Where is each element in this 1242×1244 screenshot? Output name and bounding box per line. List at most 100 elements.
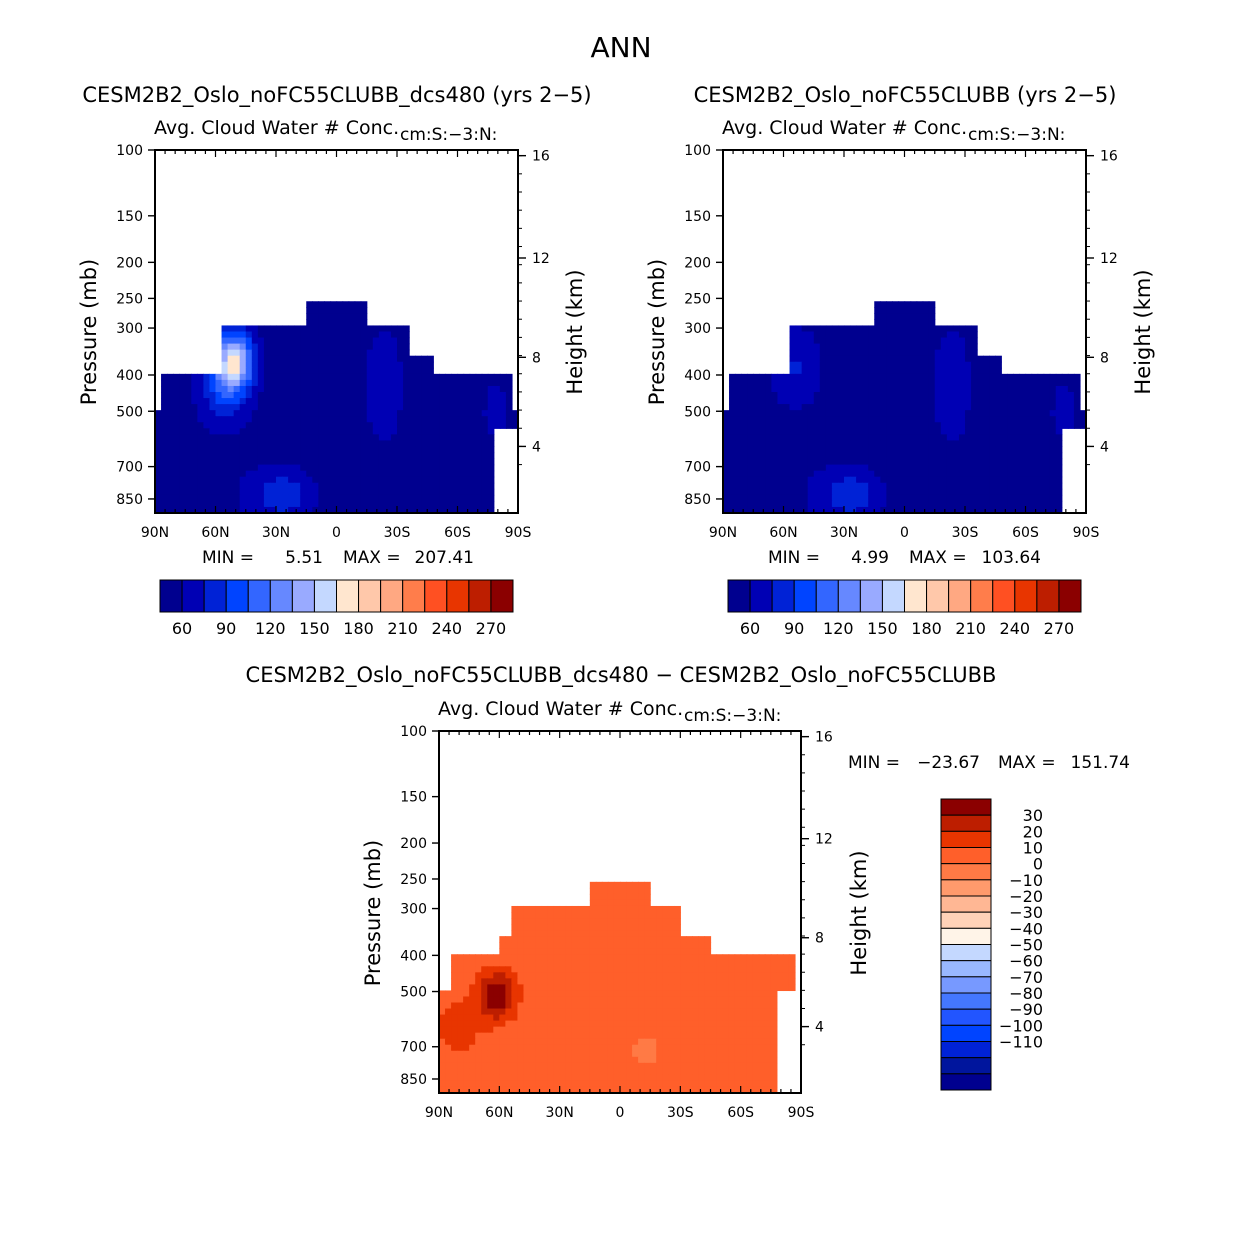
contour-cell	[904, 416, 912, 423]
contour-cell	[312, 488, 319, 496]
contour-cell	[487, 428, 495, 435]
contour-cell	[662, 1038, 669, 1046]
contour-cell	[1001, 446, 1008, 454]
contour-cell	[752, 966, 760, 973]
contour-cell	[735, 434, 742, 441]
contour-cell	[469, 506, 477, 514]
contour-cell	[638, 1020, 645, 1028]
contour-cell	[366, 398, 374, 405]
contour-cell	[759, 476, 766, 484]
contour-cell	[475, 446, 483, 454]
contour-cell	[613, 893, 621, 901]
colorbar-label: 210	[387, 619, 418, 638]
colorbar-swatch	[269, 579, 293, 613]
contour-cell	[680, 1008, 687, 1016]
contour-cell	[269, 464, 277, 472]
contour-cell	[613, 1074, 621, 1082]
contour-cell	[632, 930, 639, 937]
contour-cell	[348, 307, 356, 314]
contour-cell	[559, 948, 567, 955]
contour-cell	[765, 446, 772, 454]
contour-cell	[692, 996, 700, 1004]
contour-cell	[366, 367, 374, 375]
contour-cell	[547, 936, 555, 943]
contour-cell	[354, 422, 362, 429]
contour-cell	[1055, 482, 1063, 490]
contour-cell	[644, 893, 651, 901]
contour-cell	[245, 458, 253, 466]
contour-cell	[354, 476, 362, 484]
contour-cell	[620, 1032, 627, 1040]
contour-cell	[559, 905, 567, 913]
contour-cell	[1031, 385, 1039, 393]
contour-cell	[529, 912, 537, 919]
contour-cell	[300, 482, 307, 490]
contour-cell	[179, 373, 186, 381]
contour-cell	[1055, 470, 1063, 478]
contour-cell	[263, 452, 271, 460]
contour-cell	[1037, 422, 1045, 429]
contour-cell	[559, 960, 567, 967]
contour-cell	[487, 1020, 494, 1028]
contour-cell	[390, 361, 398, 369]
contour-cell	[445, 1062, 452, 1070]
contour-cell	[752, 984, 760, 992]
contour-cell	[511, 1044, 519, 1052]
contour-cell	[765, 385, 772, 393]
contour-cell	[421, 482, 428, 490]
contour-cell	[983, 392, 990, 399]
contour-cell	[777, 434, 785, 441]
contour-cell	[728, 972, 736, 979]
contour-cell	[601, 960, 609, 967]
contour-cell	[245, 337, 253, 345]
contour-cell	[499, 1026, 506, 1034]
contour-cell	[662, 912, 669, 919]
contour-cell	[427, 500, 434, 508]
contour-cell	[940, 373, 948, 381]
contour-cell	[735, 452, 742, 460]
contour-cell	[179, 422, 186, 429]
contour-cell	[862, 325, 869, 333]
contour-cell	[638, 905, 645, 913]
contour-cell	[583, 996, 591, 1004]
contour-cell	[457, 506, 465, 514]
contour-cell	[728, 1044, 736, 1052]
contour-cell	[409, 440, 416, 448]
contour-cell	[251, 422, 259, 429]
contour-cell	[801, 494, 809, 502]
colorbar-swatch	[793, 579, 817, 613]
contour-cell	[844, 440, 851, 448]
contour-cell	[692, 1026, 700, 1034]
contour-cell	[789, 410, 797, 417]
contour-cell	[831, 470, 839, 478]
contour-cell	[958, 343, 966, 351]
contour-cell	[487, 434, 495, 441]
contour-cell	[910, 470, 918, 478]
contour-cell	[656, 1032, 663, 1040]
contour-cell	[251, 440, 259, 448]
contour-cell	[716, 984, 724, 992]
contour-cell	[191, 452, 198, 460]
contour-cell	[583, 990, 591, 998]
contour-cell	[1049, 476, 1057, 484]
contour-cell	[759, 458, 766, 466]
contour-cell	[916, 422, 924, 429]
contour-cell	[276, 331, 283, 339]
contour-cell	[765, 458, 772, 466]
contour-cell	[173, 452, 180, 460]
contour-cell	[868, 355, 875, 363]
contour-cell	[735, 373, 742, 381]
contour-cell	[233, 331, 241, 339]
contour-cell	[620, 1044, 627, 1052]
contour-cell	[535, 1038, 543, 1046]
contour-cell	[668, 1020, 675, 1028]
contour-cell	[312, 392, 319, 399]
contour-cell	[541, 960, 549, 967]
contour-cell	[965, 410, 972, 417]
contour-cell	[856, 446, 863, 454]
contour-cell	[475, 385, 483, 393]
contour-cell	[874, 337, 881, 345]
contour-cell	[179, 410, 186, 417]
contour-cell	[451, 416, 459, 423]
contour-cell	[880, 506, 887, 514]
